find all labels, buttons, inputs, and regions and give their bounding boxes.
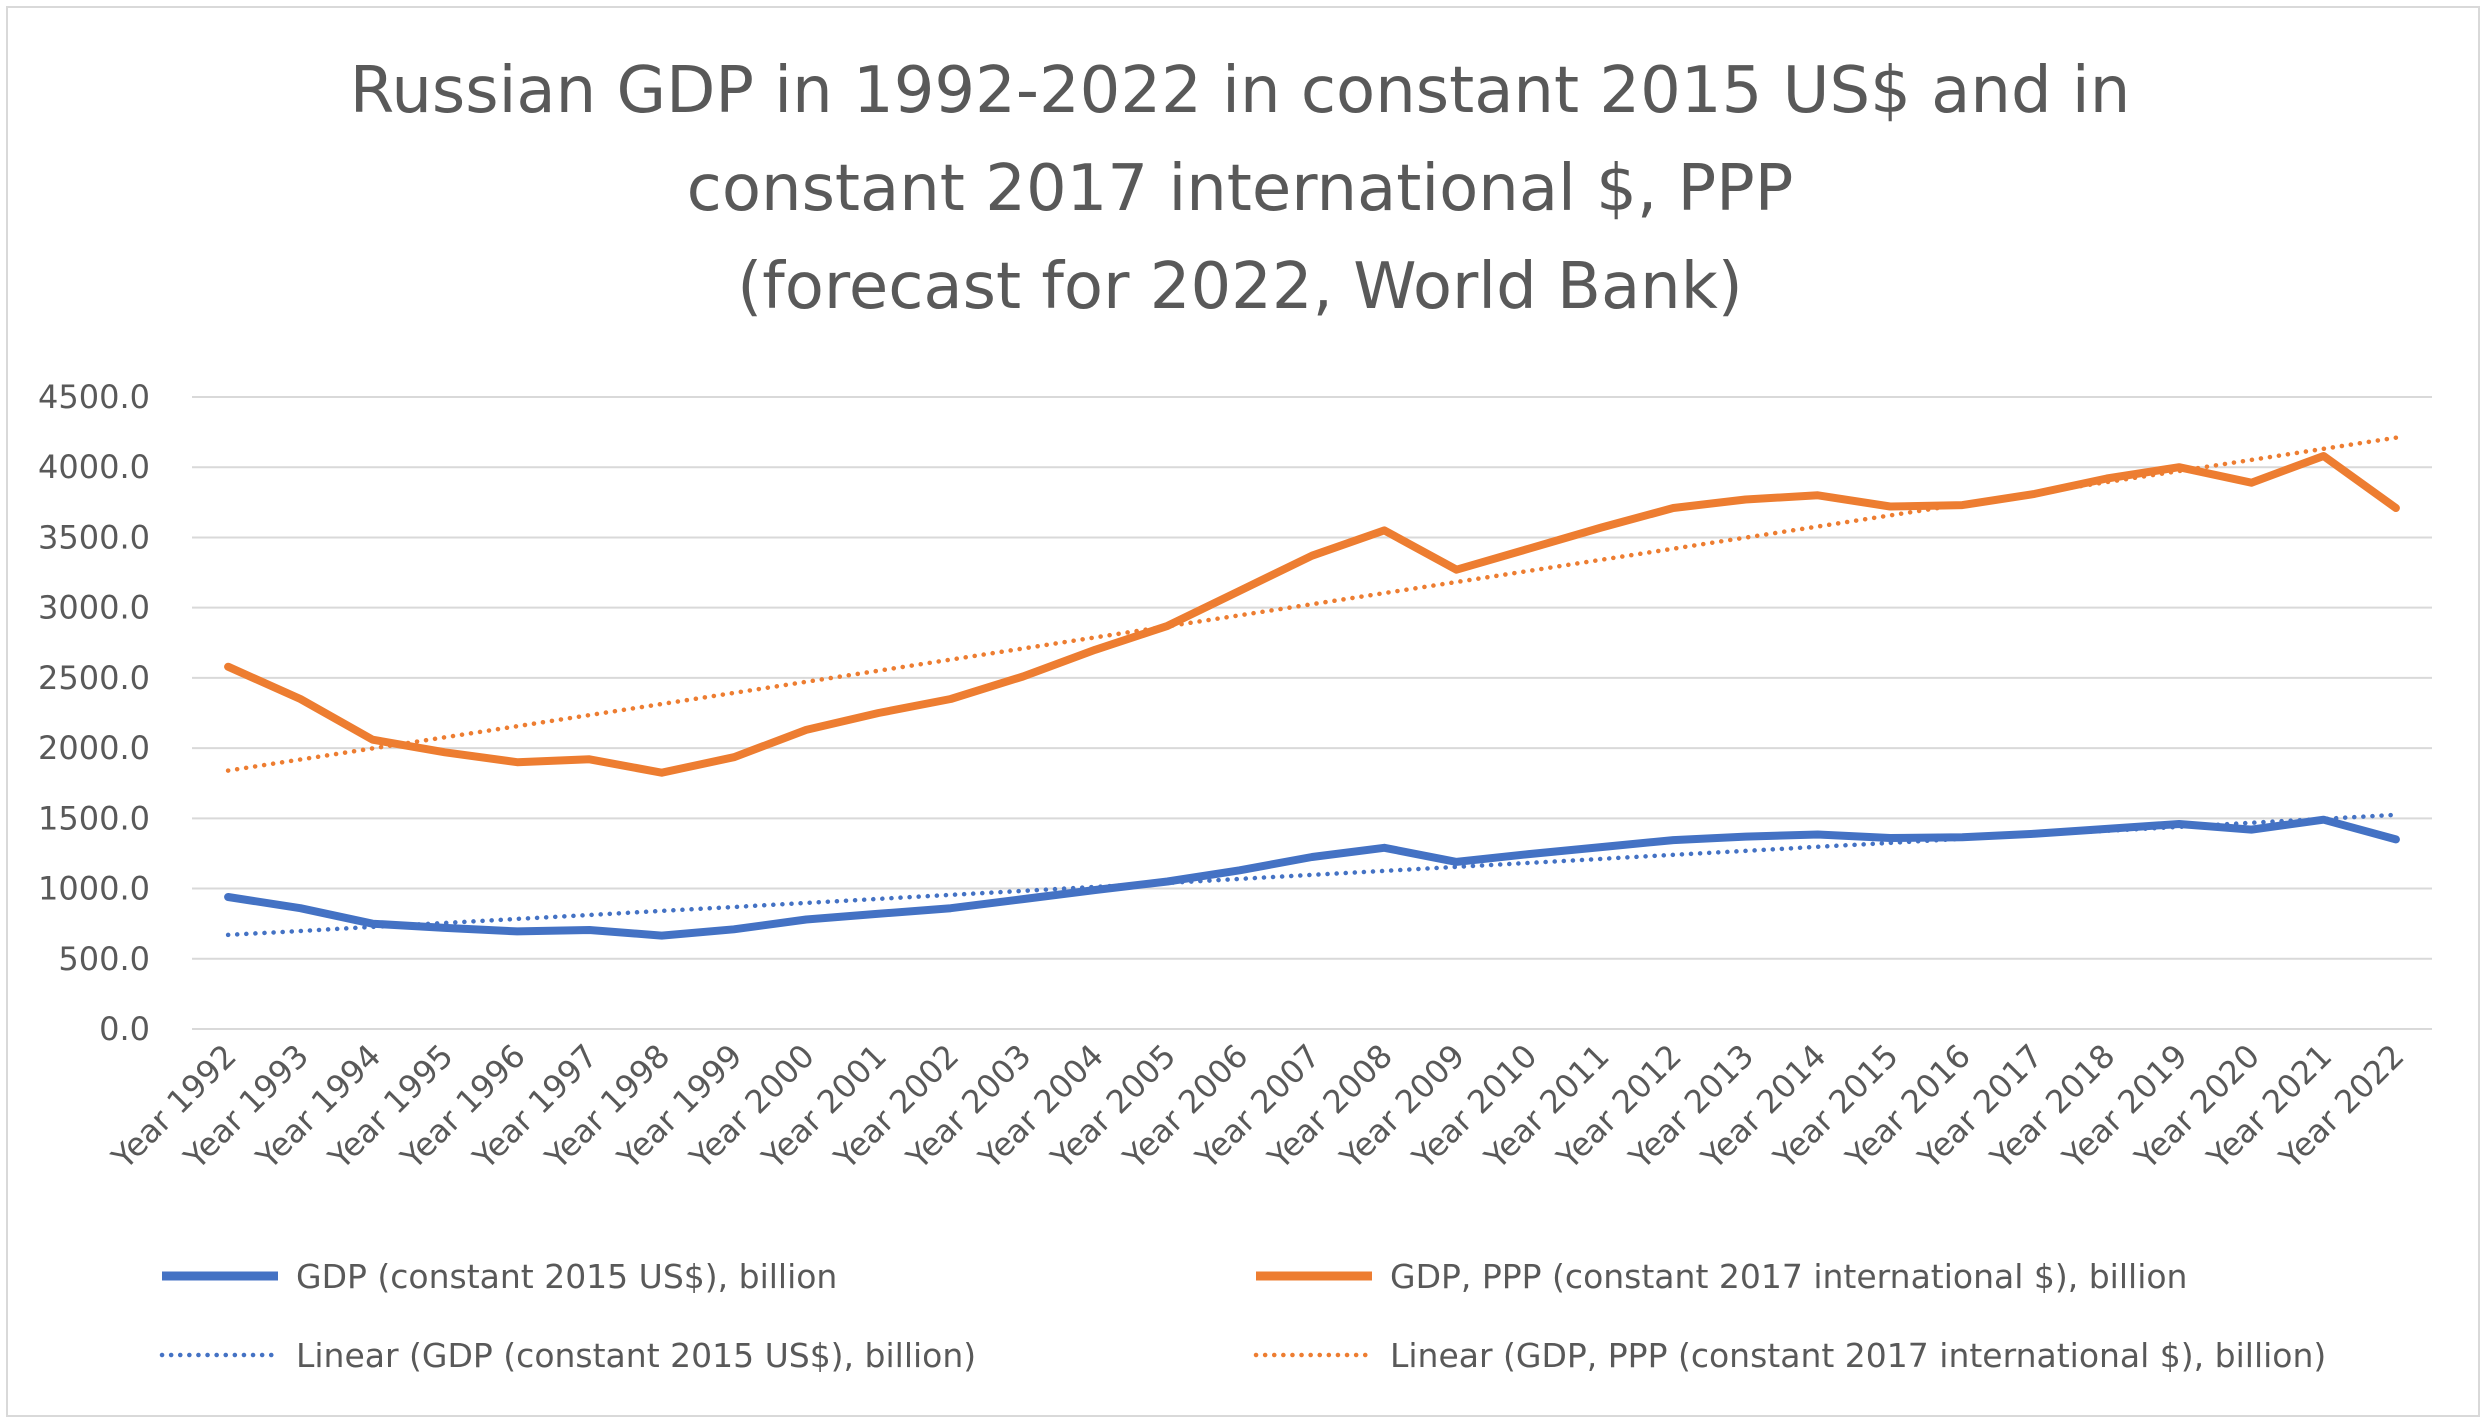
chart-frame [6,6,2480,1417]
y-tick-label: 3000.0 [38,589,150,627]
legend-item-linear-gdp-ppp: Linear (GDP, PPP (constant 2017 internat… [1253,1336,2326,1375]
legend-item-linear-gdp-usd: Linear (GDP (constant 2015 US$), billion… [159,1336,976,1375]
y-tick-label: 0.0 [99,1010,150,1048]
chart-title-line-3: (forecast for 2022, World Bank) [737,250,1743,324]
y-tick-label: 2500.0 [38,659,150,697]
series-line-1 [224,452,2400,777]
chart-title-line-1: Russian GDP in 1992-2022 in constant 201… [350,54,2131,128]
chart-title: Russian GDP in 1992-2022 in constant 201… [350,54,2131,324]
legend-label-gdp-ppp: GDP, PPP (constant 2017 international $)… [1390,1257,2187,1296]
y-tick-label: 4000.0 [38,448,150,486]
y-tick-label: 4500.0 [38,378,150,416]
gridlines [192,396,2432,1030]
series-lines [224,435,2400,940]
legend-item-gdp-usd: GDP (constant 2015 US$), billion [162,1257,837,1296]
y-tick-label: 1000.0 [38,870,150,908]
legend-label-linear-gdp-usd: Linear (GDP (constant 2015 US$), billion… [296,1336,976,1375]
legend-item-gdp-ppp: GDP, PPP (constant 2017 international $)… [1256,1257,2187,1296]
y-tick-label: 2000.0 [38,729,150,767]
y-tick-label: 500.0 [58,940,150,978]
legend: GDP (constant 2015 US$), billion GDP, PP… [159,1257,2326,1375]
y-tick-label: 3500.0 [38,518,150,556]
series-line-0 [224,815,2400,940]
y-axis-ticks: 0.0 500.0 1000.0 1500.0 2000.0 2500.0 3000.0 35… [38,378,150,1048]
legend-label-linear-gdp-ppp: Linear (GDP, PPP (constant 2017 internat… [1390,1336,2326,1375]
legend-label-gdp-usd: GDP (constant 2015 US$), billion [296,1257,837,1296]
chart-title-line-2: constant 2017 international $, PPP [687,152,1794,226]
y-tick-label: 1500.0 [38,799,150,837]
